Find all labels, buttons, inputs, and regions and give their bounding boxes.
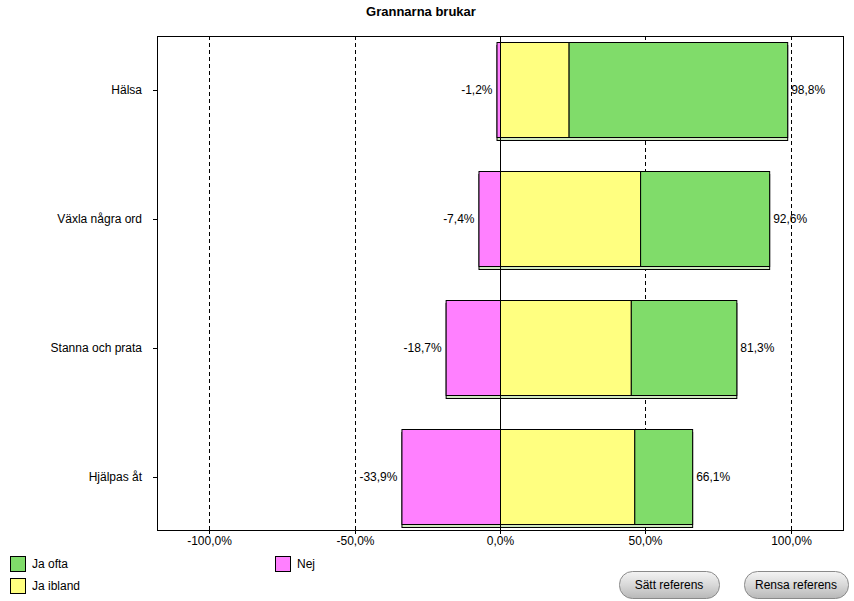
- category-label: Stanna och prata: [51, 341, 143, 355]
- bar-segment: [497, 43, 500, 138]
- bar-segment: [569, 43, 788, 138]
- bars: [402, 43, 788, 528]
- category-label: Hjälpas åt: [89, 470, 143, 484]
- category-tick: [153, 219, 157, 220]
- button-label[interactable]: Sätt referens: [635, 578, 704, 592]
- legend-swatch: [11, 579, 26, 594]
- legend-swatch: [11, 557, 26, 572]
- legend-label: Ja ibland: [32, 579, 80, 593]
- button[interactable]: Rensa referens: [745, 572, 849, 599]
- total-label: 66,1%: [696, 470, 730, 484]
- tick-label: 100,0%: [771, 534, 812, 548]
- bar-segment: [501, 43, 570, 138]
- bar-segment: [641, 172, 770, 267]
- bar-segment: [631, 301, 737, 396]
- bar-segment: [402, 430, 501, 525]
- total-label: 81,3%: [740, 341, 774, 355]
- chart: Grannarna brukar -100,0% -50,0% 0,0% 50,0% 10…: [0, 0, 854, 601]
- button[interactable]: Sätt referens: [620, 572, 720, 599]
- data-label: -7,4%: [443, 212, 475, 226]
- category-tick: [153, 477, 157, 478]
- category-label: Hälsa: [111, 83, 142, 97]
- category-label: Växla några ord: [57, 212, 142, 226]
- bar-segment: [501, 430, 635, 525]
- tick-label: 0,0%: [487, 534, 515, 548]
- total-label: 92,6%: [773, 212, 807, 226]
- total-label: 98,8%: [791, 83, 825, 97]
- tick-label: 50,0%: [628, 534, 662, 548]
- tick-label: -50,0%: [336, 534, 374, 548]
- bar-segment: [501, 172, 641, 267]
- grid-line: [355, 36, 356, 530]
- button-body[interactable]: [620, 572, 720, 599]
- button-label[interactable]: Rensa referens: [755, 578, 837, 592]
- legend-swatch: [276, 557, 291, 572]
- grid-line: [209, 36, 210, 530]
- data-label: -18,7%: [404, 341, 442, 355]
- bar-segment: [635, 430, 693, 525]
- tick-label: -100,0%: [187, 534, 232, 548]
- bar-segment: [479, 172, 501, 267]
- bar-segment: [501, 301, 632, 396]
- zero-line: [500, 36, 501, 530]
- data-label: -1,2%: [461, 83, 493, 97]
- button-body[interactable]: [745, 572, 849, 599]
- plot-frame: [158, 37, 844, 531]
- bar-segment: [446, 301, 500, 396]
- title: Grannarna brukar: [366, 4, 476, 19]
- legend-label: Nej: [297, 557, 315, 571]
- category-tick: [153, 348, 157, 349]
- grid-line: [791, 36, 792, 530]
- category-tick: [153, 90, 157, 91]
- legend-label: Ja ofta: [32, 557, 68, 571]
- data-label: -33,9%: [359, 470, 397, 484]
